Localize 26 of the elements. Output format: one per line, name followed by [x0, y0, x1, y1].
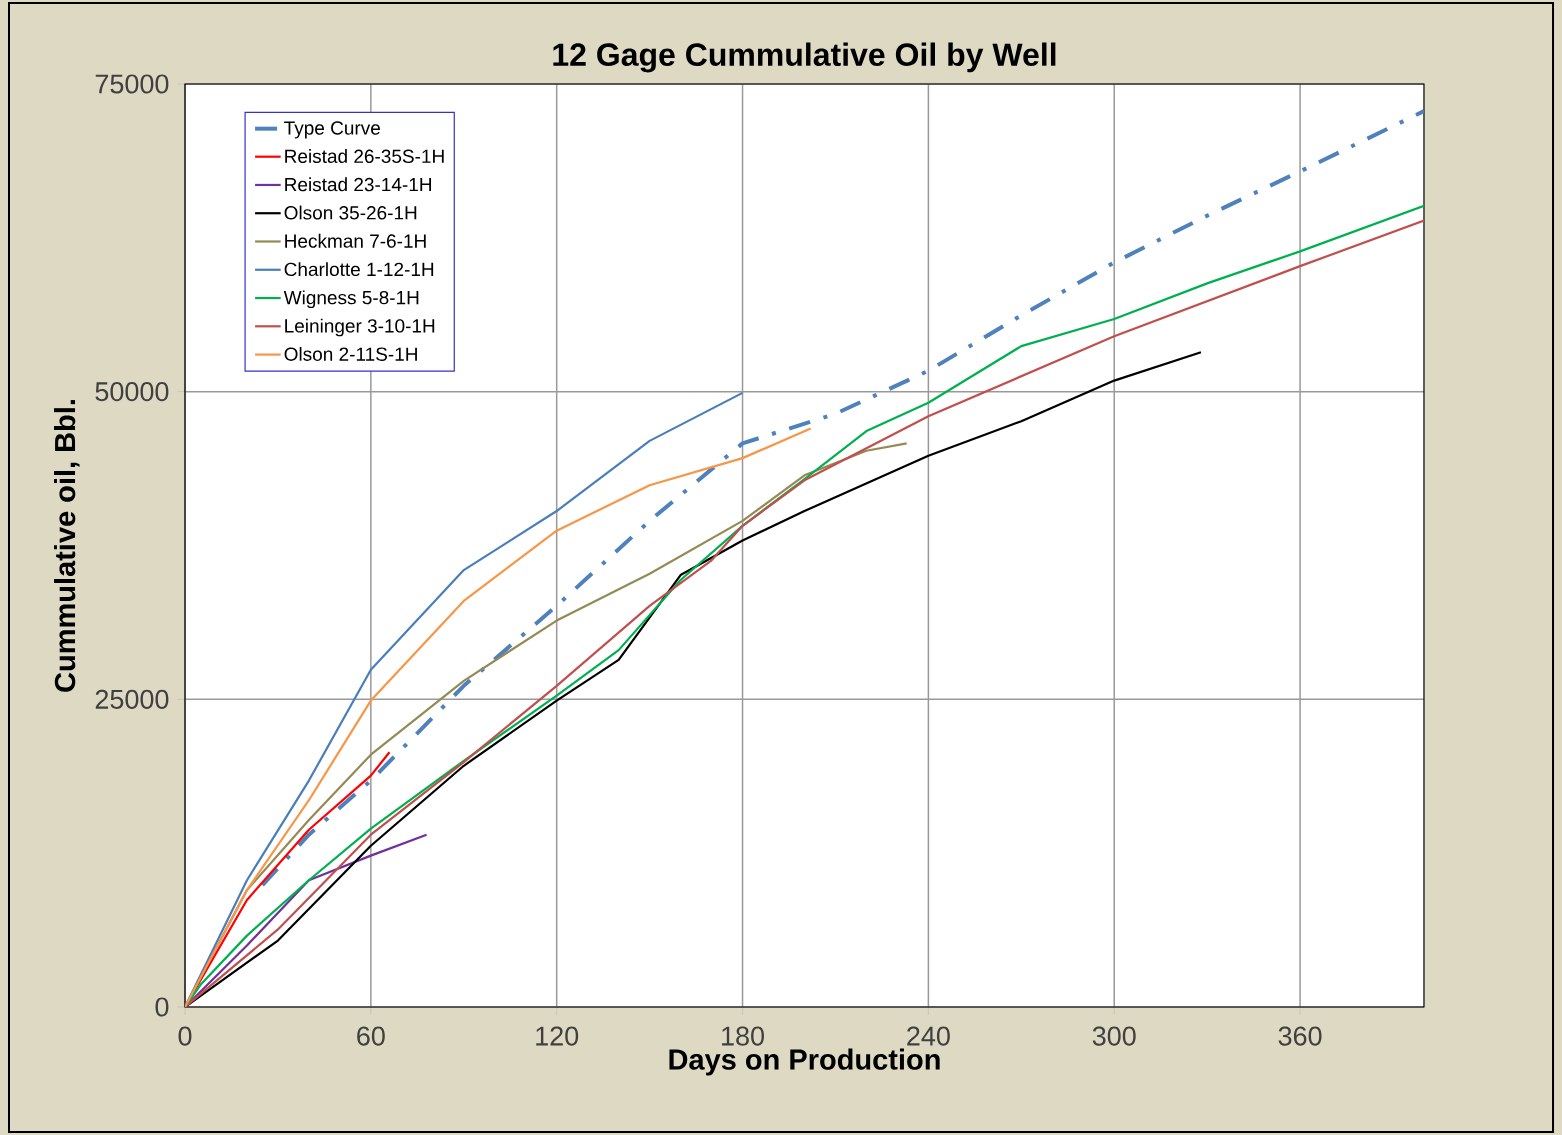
line-series — [260, 109, 1424, 888]
y-tick-label: 0 — [155, 997, 169, 1017]
legend-label: Reistad 26-35S-1H — [285, 149, 444, 164]
x-tick-label: 300 — [1092, 1026, 1136, 1046]
x-tick-label: 120 — [536, 1026, 579, 1046]
line-series — [185, 427, 812, 1007]
x-tick-label: 180 — [722, 1026, 764, 1046]
legend-label: Leininger 3-10-1H — [285, 318, 435, 337]
legend-label: Type Curve — [284, 121, 380, 139]
legend-label: Reistad 23-14-1H — [285, 177, 431, 192]
chart-title: 12 Gage Cummulative Oil by Well — [553, 42, 1056, 73]
x-tick-label: 60 — [357, 1026, 385, 1046]
legend-label: Wigness 5-8-1H — [283, 290, 419, 309]
y-axis-title: Cummulative oil, Bbl. — [54, 400, 80, 692]
legend-label: Olson 2-11S-1H — [284, 346, 417, 361]
line-series — [185, 391, 744, 1007]
legend-label: Charlotte 1-12-1H — [284, 262, 434, 277]
y-tick-label: 25000 — [95, 689, 169, 709]
x-axis-title: Days on Production — [669, 1048, 940, 1076]
x-tick-label: 360 — [1278, 1026, 1322, 1046]
legend-label: Heckman 7-6-1H — [285, 233, 426, 248]
legend-label: Olson 35-26-1H — [284, 205, 417, 220]
x-tick-label: 240 — [907, 1026, 950, 1046]
x-tick-label: 0 — [178, 1026, 192, 1046]
y-tick-label: 50000 — [95, 382, 169, 402]
y-tick-label: 75000 — [95, 74, 169, 94]
